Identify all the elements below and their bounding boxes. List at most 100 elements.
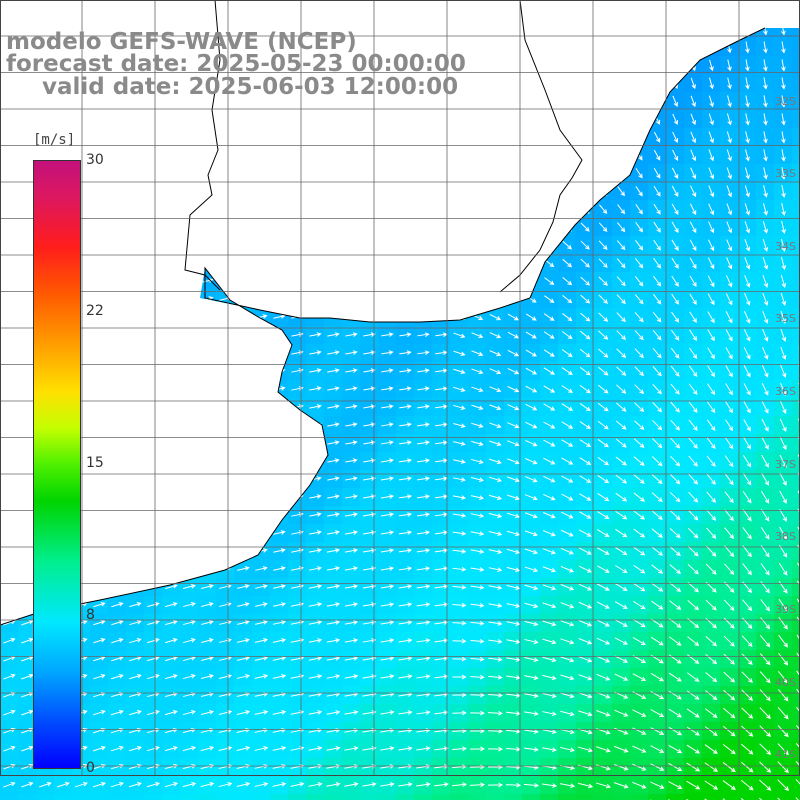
wind-arrow	[380, 620, 395, 625]
speed-cell	[0, 506, 19, 525]
speed-cell	[252, 254, 271, 273]
wind-arrow	[219, 152, 232, 157]
wind-arrow	[146, 745, 160, 752]
wind-arrow	[416, 710, 431, 715]
speed-cell	[270, 470, 289, 489]
wind-arrow	[614, 637, 628, 645]
wind-arrow	[490, 151, 501, 159]
wind-arrow	[781, 113, 786, 126]
wind-arrow	[543, 385, 556, 393]
wind-arrow	[362, 674, 377, 679]
wind-arrow	[636, 59, 643, 71]
wind-arrow	[797, 562, 800, 576]
wind-arrow	[652, 384, 662, 395]
wind-arrow	[544, 78, 554, 88]
speed-cell	[252, 434, 271, 453]
wind-arrow	[725, 275, 733, 288]
speed-cell	[378, 236, 397, 255]
wind-arrow	[652, 330, 662, 341]
wind-arrow	[183, 566, 196, 572]
wind-arrow	[219, 314, 232, 319]
wind-arrow	[147, 566, 160, 572]
wind-arrow	[653, 185, 661, 197]
wind-arrow	[380, 728, 395, 733]
wind-arrow	[489, 223, 501, 231]
wind-arrow	[200, 781, 215, 788]
wind-arrow	[471, 205, 483, 213]
speed-cell	[0, 146, 19, 165]
speed-cell	[0, 92, 19, 111]
wind-arrow	[563, 78, 572, 89]
speed-cell	[234, 344, 253, 363]
wind-arrow	[308, 638, 323, 643]
wind-arrow	[381, 278, 394, 283]
wind-arrow	[326, 584, 341, 589]
wind-arrow	[725, 311, 733, 324]
wind-arrow	[39, 152, 52, 158]
wind-arrow	[147, 116, 160, 121]
speed-cell	[126, 290, 145, 309]
wind-arrow	[778, 598, 788, 612]
speed-cell	[126, 470, 145, 489]
speed-cell	[792, 416, 800, 435]
wind-arrow	[363, 296, 376, 301]
wind-arrow	[146, 709, 160, 716]
wind-arrow	[309, 224, 322, 229]
wind-arrow	[599, 78, 607, 89]
speed-cell	[414, 254, 433, 273]
wind-arrow	[111, 278, 124, 284]
wind-arrow	[488, 674, 503, 680]
speed-cell	[144, 200, 163, 219]
wind-arrow	[147, 673, 160, 680]
wind-arrow	[435, 224, 448, 230]
wind-arrow	[345, 260, 358, 265]
wind-arrow	[488, 585, 503, 590]
wind-arrow	[327, 386, 340, 391]
wind-arrow	[398, 476, 412, 481]
wind-arrow	[309, 404, 322, 409]
wind-arrow	[742, 509, 752, 522]
wind-arrow	[345, 440, 358, 445]
wind-arrow	[488, 567, 503, 572]
wind-arrow	[3, 709, 16, 716]
wind-arrow	[780, 310, 787, 324]
wind-arrow	[761, 382, 769, 396]
speed-cell	[90, 344, 109, 363]
speed-cell	[522, 128, 541, 147]
speed-cell	[180, 110, 199, 129]
wind-arrow	[363, 332, 376, 337]
wind-arrow	[398, 638, 413, 643]
wind-arrow	[762, 328, 769, 342]
wind-arrow	[668, 781, 683, 790]
speed-cell	[324, 254, 343, 273]
speed-cell	[108, 542, 127, 561]
wind-arrow	[272, 710, 287, 715]
wind-arrow	[93, 242, 106, 248]
wind-arrow	[707, 311, 715, 324]
speed-cell	[162, 416, 181, 435]
wind-arrow	[597, 420, 609, 430]
wind-arrow	[147, 368, 160, 374]
wind-arrow	[183, 206, 196, 211]
speed-cell	[468, 290, 487, 309]
wind-arrow	[21, 781, 34, 788]
wind-arrow	[742, 473, 752, 486]
speed-cell	[342, 308, 361, 327]
wind-arrow	[380, 656, 395, 661]
wind-arrow	[470, 567, 485, 572]
speed-cell	[198, 434, 217, 453]
wind-arrow	[273, 458, 286, 463]
wind-arrow	[39, 781, 52, 788]
speed-cell	[324, 290, 343, 309]
wind-arrow	[21, 367, 34, 374]
wind-arrow	[183, 512, 196, 517]
wind-arrow	[762, 292, 769, 306]
wind-arrow	[596, 601, 610, 609]
wind-arrow	[543, 313, 555, 321]
wind-arrow	[237, 548, 250, 553]
speed-cell	[342, 218, 361, 237]
speed-cell	[144, 560, 163, 579]
wind-arrow	[669, 564, 681, 575]
wind-arrow	[795, 779, 800, 792]
wind-arrow	[111, 565, 124, 572]
